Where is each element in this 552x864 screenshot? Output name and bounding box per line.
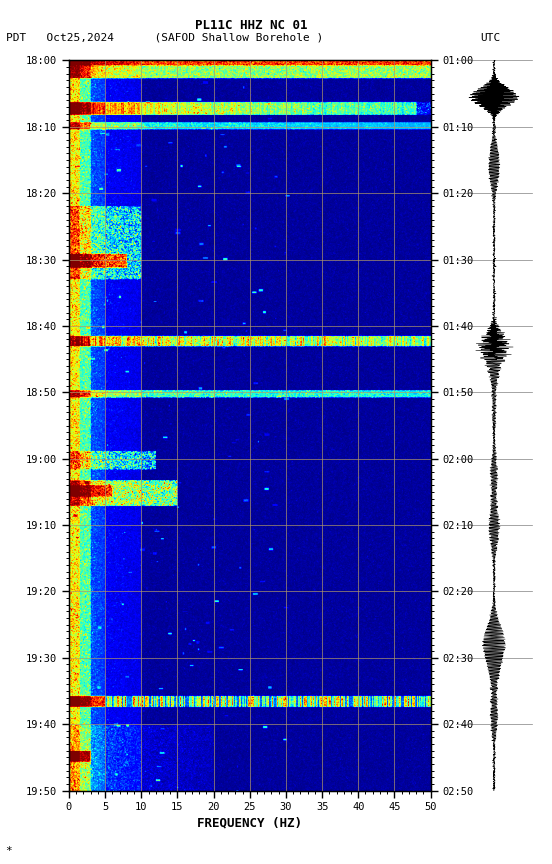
Text: *: * xyxy=(6,846,12,855)
Text: PDT   Oct25,2024      (SAFOD Shallow Borehole ): PDT Oct25,2024 (SAFOD Shallow Borehole ) xyxy=(6,33,323,43)
Text: PL11C HHZ NC 01: PL11C HHZ NC 01 xyxy=(195,19,307,32)
Text: UTC: UTC xyxy=(480,33,501,43)
X-axis label: FREQUENCY (HZ): FREQUENCY (HZ) xyxy=(197,816,302,829)
